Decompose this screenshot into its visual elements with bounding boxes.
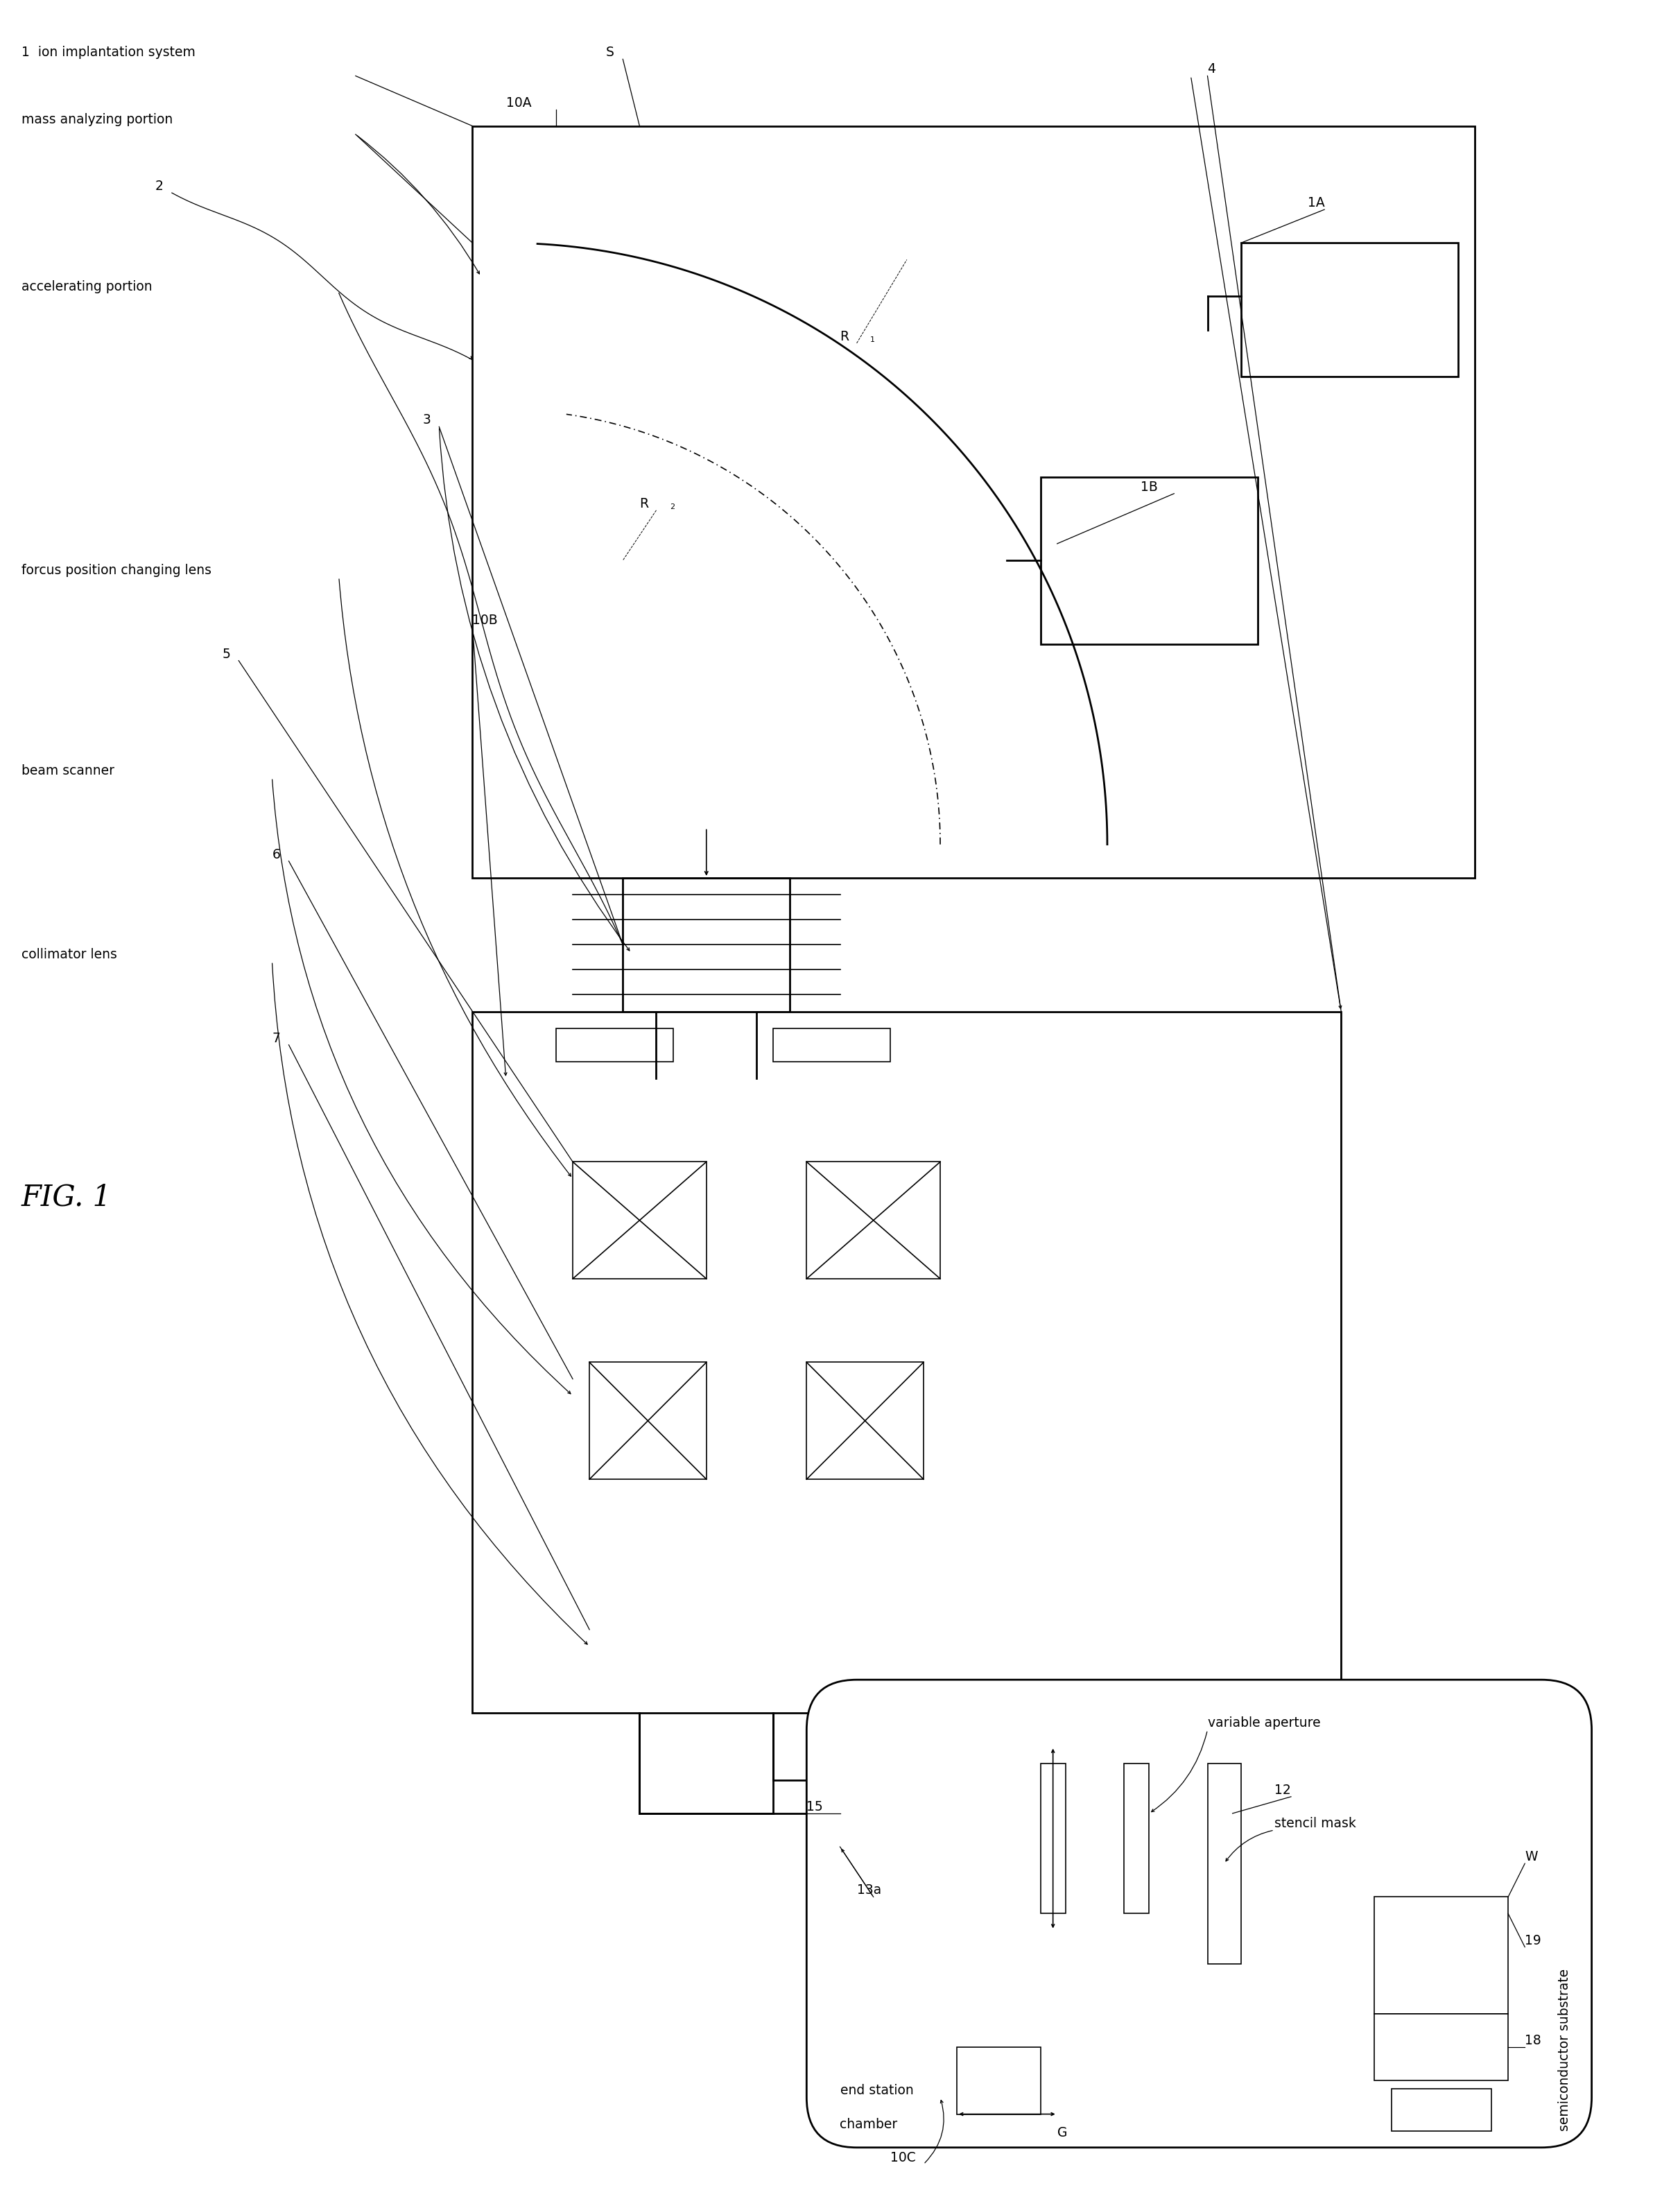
Text: W: W xyxy=(1525,1851,1537,1864)
Bar xyxy=(958,2048,1040,2113)
Text: 10B: 10B xyxy=(472,613,497,626)
Text: 4: 4 xyxy=(1208,64,1216,77)
Text: 10A: 10A xyxy=(506,96,531,110)
Text: 2: 2 xyxy=(155,180,163,193)
Text: R: R xyxy=(640,497,648,510)
Text: stencil mask: stencil mask xyxy=(1275,1818,1356,1831)
Text: 10C: 10C xyxy=(890,2151,916,2164)
Text: 1: 1 xyxy=(870,337,875,344)
Text: semiconductor substrate: semiconductor substrate xyxy=(1559,1969,1571,2131)
Bar xyxy=(773,1027,890,1062)
Text: 12: 12 xyxy=(1275,1783,1290,1796)
Text: mass analyzing portion: mass analyzing portion xyxy=(22,114,173,127)
Text: 3: 3 xyxy=(422,414,430,427)
Text: variable aperture: variable aperture xyxy=(1208,1717,1320,1730)
Bar xyxy=(1040,1763,1065,1914)
Bar xyxy=(1374,1897,1509,2015)
Bar xyxy=(1124,1763,1149,1914)
Text: accelerating portion: accelerating portion xyxy=(22,280,153,293)
Bar xyxy=(1040,477,1258,644)
Text: beam scanner: beam scanner xyxy=(22,764,114,777)
Bar xyxy=(1242,243,1458,377)
Text: 13a: 13a xyxy=(857,1883,880,1897)
Text: collimator lens: collimator lens xyxy=(22,948,118,961)
Text: 18: 18 xyxy=(1525,2035,1541,2048)
Bar xyxy=(806,1163,941,1279)
Text: 1  ion implantation system: 1 ion implantation system xyxy=(22,46,195,59)
Bar xyxy=(573,1163,706,1279)
FancyBboxPatch shape xyxy=(806,1680,1591,2148)
Text: 5: 5 xyxy=(222,648,230,661)
Bar xyxy=(1374,2015,1509,2080)
Text: forcus position changing lens: forcus position changing lens xyxy=(22,563,212,578)
Text: FIG. 1: FIG. 1 xyxy=(22,1183,113,1211)
Text: G: G xyxy=(1057,2126,1067,2140)
Text: R: R xyxy=(840,331,848,344)
Text: S: S xyxy=(606,46,615,59)
Text: 1A: 1A xyxy=(1307,197,1326,210)
Text: end station: end station xyxy=(840,2085,914,2098)
Text: 15: 15 xyxy=(806,1800,823,1813)
Bar xyxy=(806,1362,924,1478)
Bar xyxy=(1208,1763,1242,1964)
Bar xyxy=(472,1012,1341,1713)
Text: 19: 19 xyxy=(1525,1934,1541,1947)
Bar xyxy=(556,1027,674,1062)
Bar xyxy=(472,127,1475,878)
Text: 7: 7 xyxy=(272,1031,281,1045)
Text: chamber: chamber xyxy=(840,2118,897,2131)
Text: 2: 2 xyxy=(670,504,675,510)
Bar xyxy=(1391,2089,1492,2131)
Text: 1B: 1B xyxy=(1141,480,1158,493)
Text: 6: 6 xyxy=(272,848,281,861)
Bar xyxy=(590,1362,706,1478)
